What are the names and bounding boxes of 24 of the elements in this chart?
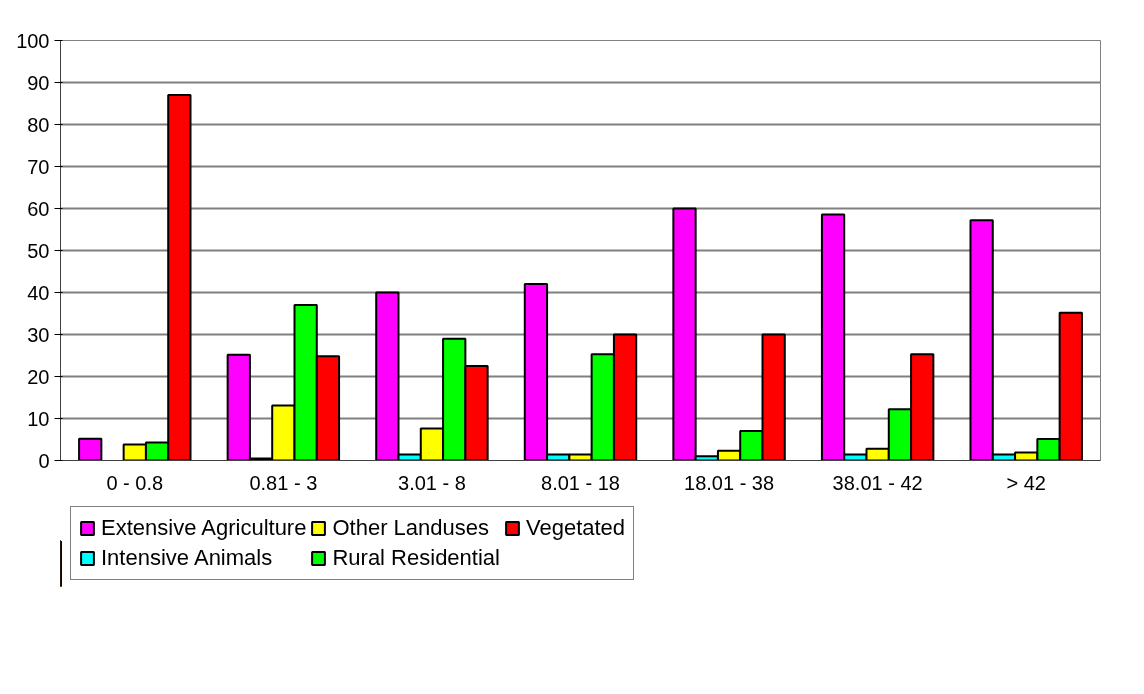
legend-label: Intensive Animals	[101, 545, 273, 571]
y-tick-label: 0	[38, 449, 50, 472]
x-tick-label: > 42	[1006, 471, 1046, 494]
y-tick-label: 10	[27, 407, 50, 430]
y-tick-label: 60	[27, 197, 50, 220]
y-tick-label: 70	[27, 155, 50, 178]
y-tick-label: 50	[27, 239, 50, 262]
legend-label: Rural Residential	[332, 545, 500, 571]
y-tick-label: 20	[27, 365, 50, 388]
bar	[78, 437, 103, 461]
x-tick-label: 0.81 - 3	[249, 471, 318, 494]
y-tick-label: 90	[27, 71, 50, 94]
legend-label: Other Landuses	[332, 515, 489, 541]
legend-label: Vegetated	[525, 515, 626, 541]
x-tick-label: 18.01 - 38	[684, 471, 775, 494]
y-tick-label: 40	[27, 281, 50, 304]
x-tick-label: 3.01 - 8	[398, 471, 466, 494]
y-tick-label: 100	[16, 29, 50, 52]
x-tick-label: 8.01 - 18	[541, 471, 620, 494]
x-tick-label: 38.01 - 42	[832, 471, 923, 494]
x-tick-label: 0 - 0.8	[106, 471, 164, 494]
legend-label: Extensive Agriculture	[101, 515, 307, 541]
y-tick-label: 30	[27, 323, 50, 346]
y-tick-label: 80	[27, 113, 50, 136]
